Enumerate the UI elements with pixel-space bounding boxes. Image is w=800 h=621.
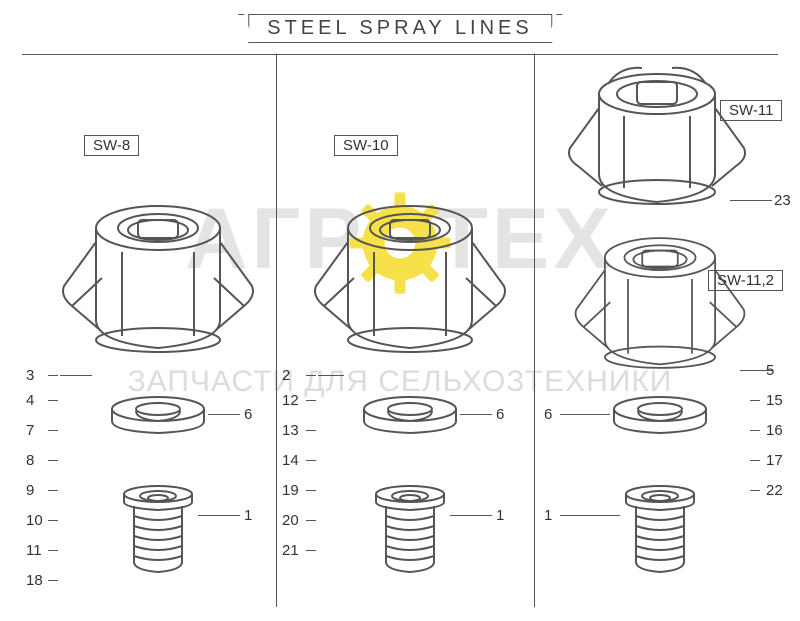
callout-22: 22: [766, 483, 783, 498]
washer-sw8: [108, 395, 208, 435]
callout-19: 19: [282, 483, 299, 498]
callout-15: 15: [766, 393, 783, 408]
callout-2: 2: [282, 368, 290, 383]
leader-line: [208, 414, 240, 415]
leader-line: [450, 515, 492, 516]
callout-8: 8: [26, 453, 34, 468]
callout-dash: [750, 400, 760, 401]
leader-line: [730, 200, 772, 201]
callout-1: 1: [544, 508, 552, 523]
washer-sw10: [360, 395, 460, 435]
cap-sw10: [310, 180, 510, 360]
callout-12: 12: [282, 393, 299, 408]
washer-sw11: [610, 395, 710, 435]
callout-20: 20: [282, 513, 299, 528]
callout-dash: [48, 580, 58, 581]
callout-dash: [750, 430, 760, 431]
leader-line: [560, 414, 610, 415]
callout-dash: [306, 460, 316, 461]
label-sw10: SW-10: [334, 135, 398, 156]
callout-dash: [306, 430, 316, 431]
callout-dash: [306, 490, 316, 491]
callout-6: 6: [544, 407, 552, 422]
callout-10: 10: [26, 513, 43, 528]
callout-dash: [48, 460, 58, 461]
strainer-sw8: [118, 484, 198, 574]
callout-dash: [306, 375, 316, 376]
label-sw8: SW-8: [84, 135, 139, 156]
callout-dash: [48, 550, 58, 551]
callout-7: 7: [26, 423, 34, 438]
callout-dash: [306, 520, 316, 521]
callout-17: 17: [766, 453, 783, 468]
callout-13: 13: [282, 423, 299, 438]
leader-line: [460, 414, 492, 415]
callout-dash: [48, 490, 58, 491]
callout-18: 18: [26, 573, 43, 588]
callout-14: 14: [282, 453, 299, 468]
cap-sw8: [58, 180, 258, 360]
callout-1: 1: [244, 508, 252, 523]
leader-line: [318, 375, 344, 376]
callout-9: 9: [26, 483, 34, 498]
callout-dash: [750, 460, 760, 461]
callout-21: 21: [282, 543, 299, 558]
callout-dash: [306, 400, 316, 401]
callout-16: 16: [766, 423, 783, 438]
callout-3: 3: [26, 368, 34, 383]
callout-1: 1: [496, 508, 504, 523]
page-title: STEEL SPRAY LINES: [248, 14, 552, 43]
cap-tall-sw11: [562, 62, 752, 212]
callout-dash: [750, 370, 760, 371]
column-divider: [276, 54, 277, 607]
strainer-sw11: [620, 484, 700, 574]
callout-dash: [306, 550, 316, 551]
callout-6: 6: [496, 407, 504, 422]
callout-5: 5: [766, 363, 774, 378]
cap-sw11-2: [560, 215, 760, 375]
header-rule: [22, 54, 778, 55]
callout-dash: [48, 430, 58, 431]
leader-line: [60, 375, 92, 376]
callout-dash: [48, 520, 58, 521]
column-divider: [534, 54, 535, 607]
callout-4: 4: [26, 393, 34, 408]
callout-11: 11: [26, 543, 42, 558]
callout-dash: [750, 490, 760, 491]
leader-line: [560, 515, 620, 516]
callout-6: 6: [244, 407, 252, 422]
leader-line: [198, 515, 240, 516]
callout-dash: [48, 400, 58, 401]
callout-dash: [48, 375, 58, 376]
callout-23: 23: [774, 193, 791, 208]
strainer-sw10: [370, 484, 450, 574]
